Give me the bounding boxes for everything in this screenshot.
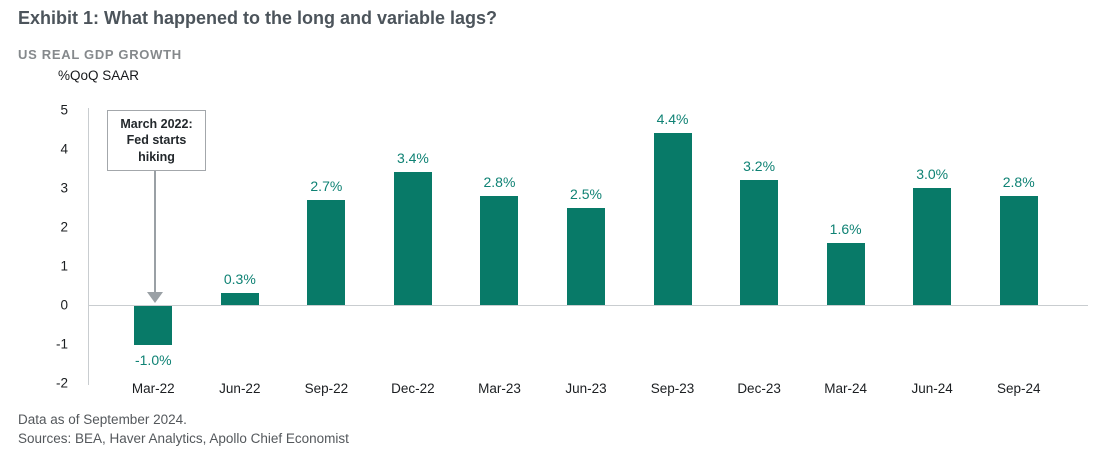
x-tick-label: Sep-23 bbox=[650, 381, 695, 396]
bar-value-label: 2.7% bbox=[310, 177, 343, 194]
bar-value-label: 2.5% bbox=[570, 185, 602, 202]
annotation-line-2: Fed starts bbox=[126, 133, 187, 148]
x-tick-label: Sep-22 bbox=[304, 381, 349, 396]
zero-baseline bbox=[88, 305, 1088, 306]
annotation-arrow-line bbox=[154, 170, 156, 292]
bar bbox=[567, 207, 605, 305]
bar bbox=[999, 195, 1038, 305]
x-tick-label: Dec-23 bbox=[737, 381, 781, 396]
annotation-arrow-head-icon bbox=[147, 292, 163, 303]
x-tick-label: Mar-24 bbox=[824, 381, 868, 396]
bar bbox=[307, 199, 346, 305]
footnote-data-asof: Data as of September 2024. bbox=[18, 412, 187, 427]
bar bbox=[653, 133, 692, 305]
bar-value-label: 2.8% bbox=[483, 173, 516, 190]
annotation-line-3: hiking bbox=[138, 149, 175, 164]
footnote-sources: Sources: BEA, Haver Analytics, Apollo Ch… bbox=[18, 431, 349, 446]
y-axis-line bbox=[88, 108, 89, 385]
bar bbox=[913, 188, 952, 305]
y-tick-label: 1 bbox=[60, 258, 68, 274]
y-tick-label: 5 bbox=[60, 102, 68, 118]
bar bbox=[826, 242, 865, 305]
y-tick-label: 3 bbox=[60, 180, 68, 196]
bar-value-label: 3.4% bbox=[396, 150, 429, 167]
y-tick-label: -2 bbox=[55, 375, 68, 391]
y-axis-title: %QoQ SAAR bbox=[58, 68, 140, 83]
x-tick-label: Jun-22 bbox=[219, 381, 261, 396]
annotation-line-1: March 2022: bbox=[120, 117, 193, 132]
y-tick-label: 2 bbox=[60, 219, 68, 235]
bar-value-label: 3.2% bbox=[743, 158, 776, 175]
annotation-box: March 2022: Fed starts hiking bbox=[107, 110, 206, 171]
y-tick-label: 0 bbox=[60, 297, 68, 313]
x-tick-label: Mar-23 bbox=[478, 381, 521, 396]
x-tick-label: Jun-23 bbox=[565, 381, 607, 396]
x-tick-label: Dec-22 bbox=[391, 381, 435, 396]
bar bbox=[480, 195, 519, 305]
bar bbox=[220, 293, 259, 305]
y-tick-label: -1 bbox=[55, 336, 68, 352]
bar bbox=[134, 306, 173, 345]
bar-value-label: 4.4% bbox=[656, 111, 689, 128]
chart-subtitle: US REAL GDP GROWTH bbox=[18, 47, 182, 62]
x-tick-label: Sep-24 bbox=[996, 381, 1041, 396]
x-tick-label: Mar-22 bbox=[131, 381, 175, 396]
bar-value-label: 0.3% bbox=[223, 271, 256, 288]
bar bbox=[740, 180, 779, 305]
x-tick-label: Jun-24 bbox=[911, 381, 953, 396]
exhibit-title: Exhibit 1: What happened to the long and… bbox=[18, 8, 498, 28]
bar-value-label: -1.0% bbox=[134, 352, 172, 368]
bar-value-label: 3.0% bbox=[916, 166, 949, 182]
bar-value-label: 1.6% bbox=[829, 220, 862, 237]
bar bbox=[393, 172, 432, 305]
bar-value-label: 2.8% bbox=[1002, 173, 1035, 190]
y-tick-label: 4 bbox=[60, 141, 68, 157]
